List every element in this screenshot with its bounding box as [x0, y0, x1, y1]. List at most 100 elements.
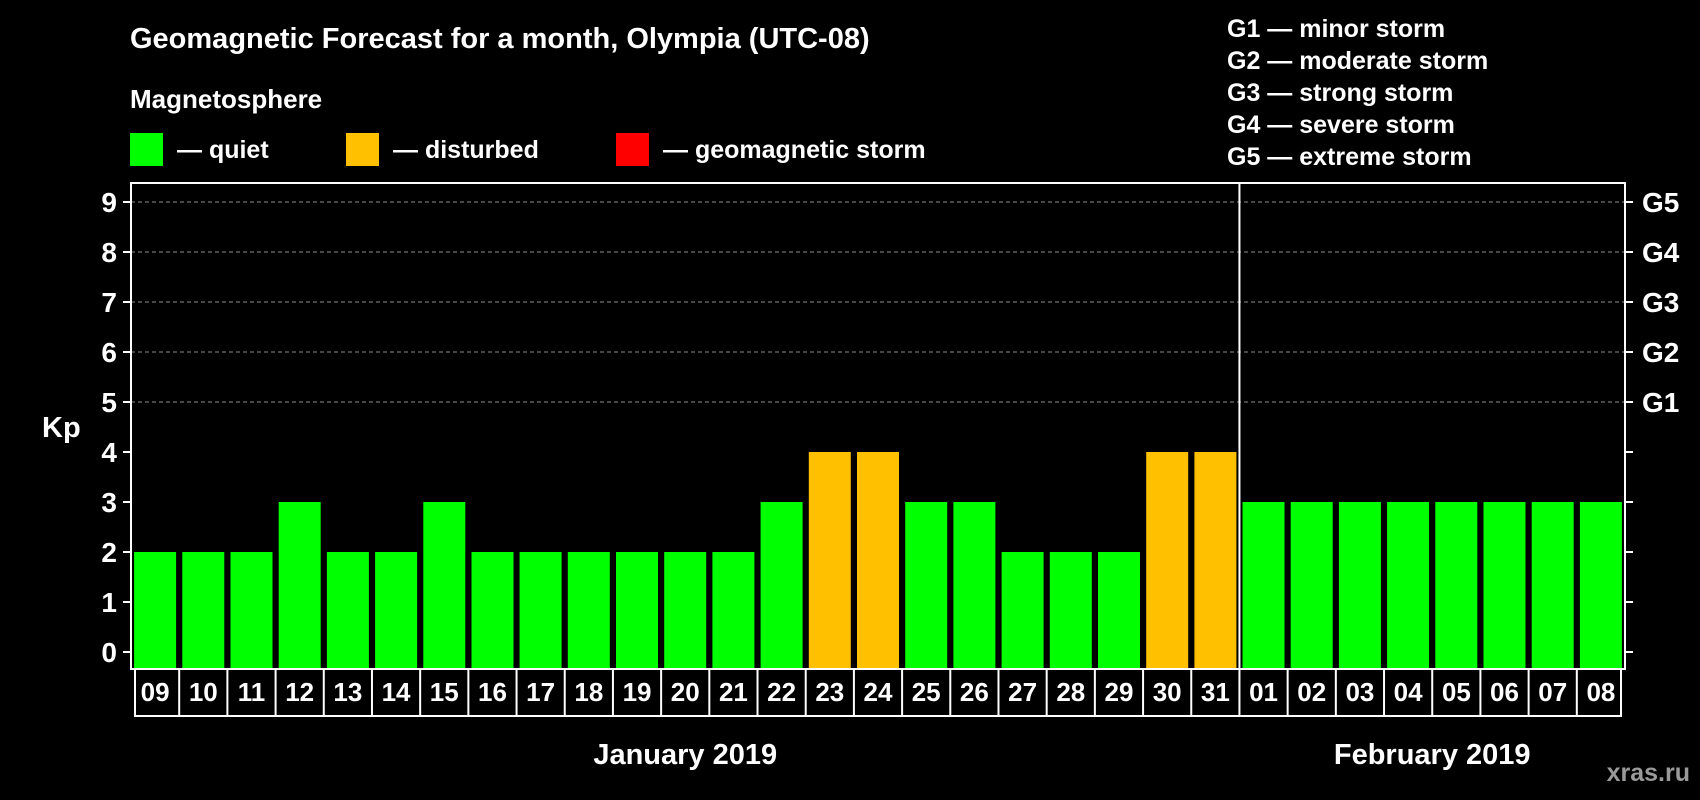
bar-27-18	[1001, 552, 1044, 669]
legend-label-quiet: — quiet	[177, 136, 269, 164]
bar-15-6	[423, 502, 466, 669]
day-label-18-9: 18	[574, 677, 603, 707]
day-label-12-3: 12	[285, 677, 314, 707]
day-label-27-18: 27	[1008, 677, 1037, 707]
legend-swatch-disturbed	[346, 133, 379, 166]
bar-18-9	[567, 552, 610, 669]
day-label-22-13: 22	[767, 677, 796, 707]
bar-22-13	[760, 502, 803, 669]
day-label-28-19: 28	[1056, 677, 1085, 707]
bar-13-4	[326, 552, 369, 669]
bar-24-15	[857, 452, 899, 669]
grid-lines	[131, 201, 1625, 403]
bar-04-26	[1387, 502, 1430, 669]
day-label-06-28: 06	[1490, 677, 1519, 707]
day-label-14-5: 14	[382, 677, 411, 707]
y-tick-label-8: 8	[101, 237, 117, 268]
bar-31-22	[1194, 452, 1237, 669]
bar-19-10	[616, 552, 658, 669]
day-label-02-24: 02	[1297, 677, 1326, 707]
watermark: xras.ru	[1607, 759, 1690, 787]
bar-16-7	[471, 552, 514, 669]
y-tick-label-2: 2	[101, 537, 117, 568]
bar-08-30	[1579, 502, 1622, 669]
bar-12-3	[278, 502, 321, 669]
g-scale-legend-g2: G2 — moderate storm	[1227, 47, 1488, 75]
g-tick-label-g1: G1	[1642, 387, 1679, 418]
bar-23-14	[808, 452, 851, 669]
day-label-30-21: 30	[1153, 677, 1182, 707]
month-label-0: January 2019	[593, 739, 777, 771]
day-label-25-16: 25	[912, 677, 941, 707]
day-label-03-25: 03	[1345, 677, 1374, 707]
bar-14-5	[375, 552, 418, 669]
bar-02-24	[1290, 502, 1333, 669]
chart-subtitle: Magnetosphere	[130, 84, 322, 114]
legend-swatch-quiet	[130, 133, 163, 166]
bar-21-12	[712, 552, 755, 669]
g-axis-ticks: G1 G2 G3 G4 G5	[1625, 187, 1680, 653]
day-label-05-27: 05	[1442, 677, 1471, 707]
day-label-17-8: 17	[526, 677, 555, 707]
y-tick-label-7: 7	[101, 287, 117, 318]
bar-25-16	[905, 502, 948, 669]
day-label-26-17: 26	[960, 677, 989, 707]
bar-01-23	[1242, 502, 1285, 669]
bar-07-29	[1531, 502, 1574, 669]
day-label-24-15: 24	[864, 677, 893, 707]
month-labels: January 2019 February 2019	[593, 739, 1530, 771]
day-label-01-23: 01	[1249, 677, 1278, 707]
day-label-16-7: 16	[478, 677, 507, 707]
day-label-10-1: 10	[189, 677, 218, 707]
day-label-11-2: 11	[238, 677, 266, 707]
g-scale-legend-g1: G1 — minor storm	[1227, 15, 1445, 43]
bar-29-20	[1098, 552, 1140, 669]
month-label-1: February 2019	[1334, 739, 1531, 771]
day-label-20-11: 20	[671, 677, 700, 707]
day-label-04-26: 04	[1394, 677, 1423, 707]
day-label-08-30: 08	[1586, 677, 1615, 707]
y-axis-ticks: 0 1 2 3 4 5 6 7 8 9	[101, 187, 131, 668]
bar-09-0	[134, 552, 177, 669]
g-scale-legend-g3: G3 — strong storm	[1227, 79, 1453, 107]
bar-20-11	[664, 552, 707, 669]
day-strip-border	[134, 668, 1622, 717]
bar-11-2	[230, 552, 273, 669]
bar-03-25	[1338, 502, 1381, 669]
legend-swatch-storm	[616, 133, 649, 166]
g-tick-label-g3: G3	[1642, 287, 1679, 318]
y-tick-label-6: 6	[101, 337, 117, 368]
bar-06-28	[1483, 502, 1526, 669]
day-label-13-4: 13	[333, 677, 362, 707]
day-label-31-22: 31	[1201, 677, 1230, 707]
legend-label-disturbed: — disturbed	[393, 136, 539, 164]
y-tick-label-4: 4	[101, 437, 117, 468]
chart-title: Geomagnetic Forecast for a month, Olympi…	[130, 23, 870, 55]
y-tick-label-1: 1	[101, 587, 117, 618]
day-label-29-20: 29	[1105, 677, 1134, 707]
g-scale-legend-g4: G4 — severe storm	[1227, 111, 1455, 139]
bar-10-1	[182, 552, 225, 669]
g-tick-label-g4: G4	[1642, 237, 1680, 268]
bar-05-27	[1435, 502, 1478, 669]
g-scale-legend: G1 — minor storm G2 — moderate storm G3 …	[1227, 15, 1488, 171]
legend-label-storm: — geomagnetic storm	[663, 136, 926, 164]
y-tick-label-3: 3	[101, 487, 117, 518]
day-label-15-6: 15	[430, 677, 459, 707]
g-scale-legend-g5: G5 — extreme storm	[1227, 143, 1472, 171]
y-tick-label-9: 9	[101, 187, 117, 218]
day-label-21-12: 21	[719, 677, 748, 707]
day-label-19-10: 19	[623, 677, 652, 707]
day-labels: 09 10 11 12 13 14 15 16 17 18 19 20 21 22 23 24 25 26 27 28…	[134, 668, 1622, 717]
y-tick-label-0: 0	[101, 637, 117, 668]
bar-30-21	[1146, 452, 1189, 669]
g-tick-label-g5: G5	[1642, 187, 1679, 218]
bars	[134, 452, 1622, 669]
day-label-23-14: 23	[815, 677, 844, 707]
day-label-07-29: 07	[1538, 677, 1567, 707]
y-tick-label-5: 5	[101, 387, 117, 418]
bar-26-17	[953, 502, 996, 669]
bar-28-19	[1049, 552, 1092, 669]
g-tick-label-g2: G2	[1642, 337, 1679, 368]
